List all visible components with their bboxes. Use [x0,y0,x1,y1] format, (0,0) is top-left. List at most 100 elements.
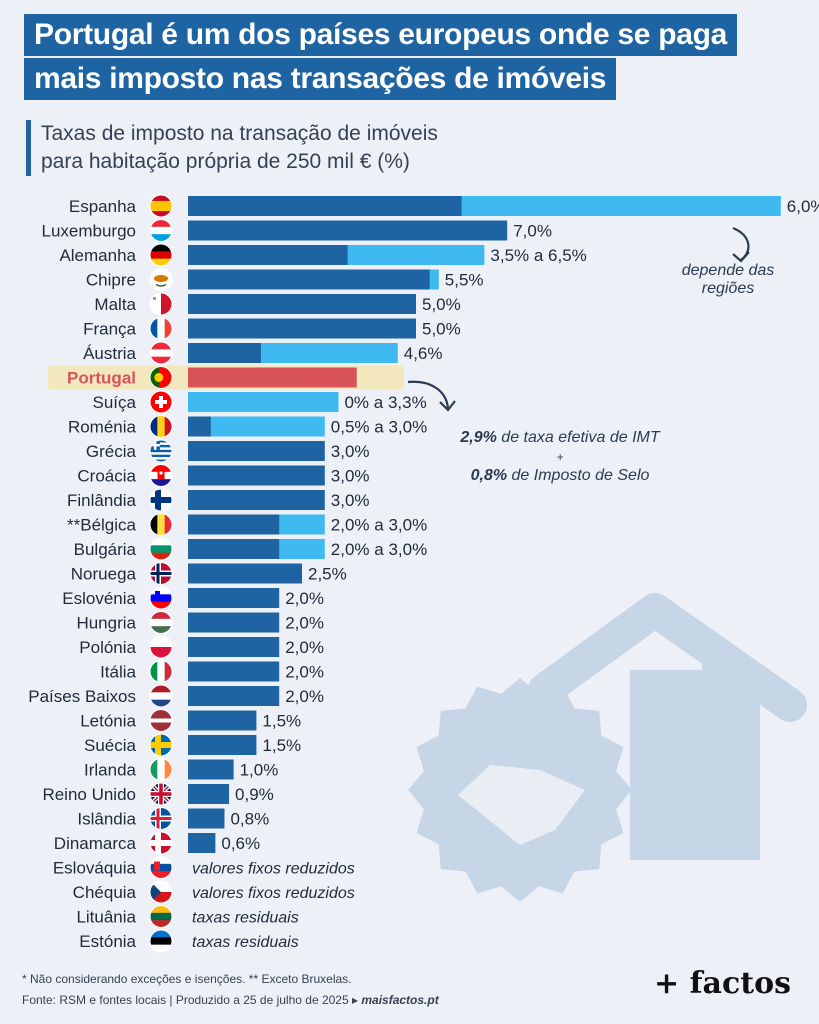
flag-part [150,447,172,450]
country-label: Áustria [83,344,136,363]
portugal-note: 2,9% de taxa efetiva de IMT + 0,8% de Im… [420,426,700,488]
flag-body [150,342,172,364]
flag-part [150,587,172,595]
flag-lv-icon [149,709,173,732]
flag-at-icon [149,341,173,365]
flag-si-icon [149,586,173,610]
flag-part [150,317,158,340]
value-label: 0,8% [230,810,269,829]
flag-border [149,929,173,953]
flag-part [150,937,172,945]
bar-min [188,514,280,535]
flag-part [155,283,167,287]
flag-part [150,881,161,903]
value-label: 3,5% a 6,5% [490,246,586,265]
flag-border [149,464,173,487]
title: Portugal é um dos países europeus onde s… [24,14,738,102]
bar-min [188,318,416,339]
flag-body [150,195,172,217]
value-label: 7,0% [513,222,552,241]
value-label: 0% a 3,3% [344,393,426,412]
bar-min [188,588,280,608]
country-label: Croácia [77,467,136,486]
flag-part [150,513,158,536]
portugal-note-imt: 2,9% de taxa efetiva de IMT [420,426,700,450]
country-label: Grécia [86,442,137,461]
country-label: Hungria [76,614,136,633]
row-se: Suécia 1,5% [84,733,301,757]
value-label: valores fixos reduzidos [192,885,355,902]
flag-part [150,219,172,228]
country-label: Dinamarca [54,834,137,853]
value-label: 4,6% [404,344,443,363]
bar-min [188,465,325,486]
flag-border [149,611,173,634]
selo-text: de Imposto de Selo [507,467,650,484]
house-chimney [702,660,740,715]
flag-part [150,718,172,723]
title-line-1: Portugal é um dos países europeus onde s… [24,14,738,56]
house-roof [528,593,807,722]
flag-part [150,226,172,235]
value-label: 1,5% [262,736,301,755]
bar-range [188,416,325,437]
flag-part [153,440,157,450]
flag-body [150,636,172,658]
flag-border [149,709,173,732]
bar-min [188,416,211,437]
row-nl: Países Baixos 2,0% [28,684,324,708]
flag-part [150,234,172,242]
flag-es-icon [149,194,173,218]
flag-border [149,415,173,438]
handshake-badge [408,678,632,902]
value-label: 2,0% [285,614,324,633]
flag-border [149,390,173,414]
row-ee: Estónia taxas residuais [79,929,299,953]
flag-border [149,586,173,610]
handshake-icon [458,765,585,845]
row-ro: Roménia 0,5% a 3,0% [68,415,427,438]
value-label: 5,0% [422,320,461,339]
regions-note: depende das regiões [668,262,788,298]
country-label: Bulgária [74,540,137,559]
flag-part [164,513,172,536]
bar-min [188,539,280,559]
regions-arrowhead [732,251,750,263]
flag-body [150,391,172,413]
flag-part [150,863,172,872]
flag-body [150,758,172,781]
flag-body [150,856,172,879]
flag-ie-icon [149,758,173,781]
country-label: Chipre [86,271,136,290]
flag-border [149,905,173,928]
row-gr: Grécia 3,0% [86,439,370,463]
flag-ee-icon [149,929,173,953]
source: Fonte: RSM e fontes locais | Produzido a… [22,993,439,1007]
bar-min [188,661,280,682]
flag-part [150,920,172,928]
row-lt: Lituânia taxas residuais [76,905,299,928]
value-label: 2,0% [285,663,324,682]
flag-body [150,538,172,560]
row-mt: Malta 5,0% [94,292,461,316]
flag-part [156,562,160,585]
flag-body [150,440,172,462]
flag-cz-icon [149,880,173,904]
country-label: Suíça [93,393,137,412]
flag-part [150,342,172,350]
bar-range [188,392,339,412]
regions-note-line-2: regiões [701,280,755,297]
flag-fi-icon [149,488,173,512]
country-label: Roménia [68,418,137,437]
bar-min [188,220,508,241]
flag-part [150,442,172,445]
flag-border [149,684,173,708]
flag-part [150,618,172,627]
flag-body [150,489,172,511]
bar-min [188,196,462,216]
flag-border [149,660,173,683]
country-label: Noruega [71,565,137,584]
bar-min [188,735,257,755]
row-pt: Portugal 3,7% [48,365,404,390]
flag-part [159,471,163,475]
